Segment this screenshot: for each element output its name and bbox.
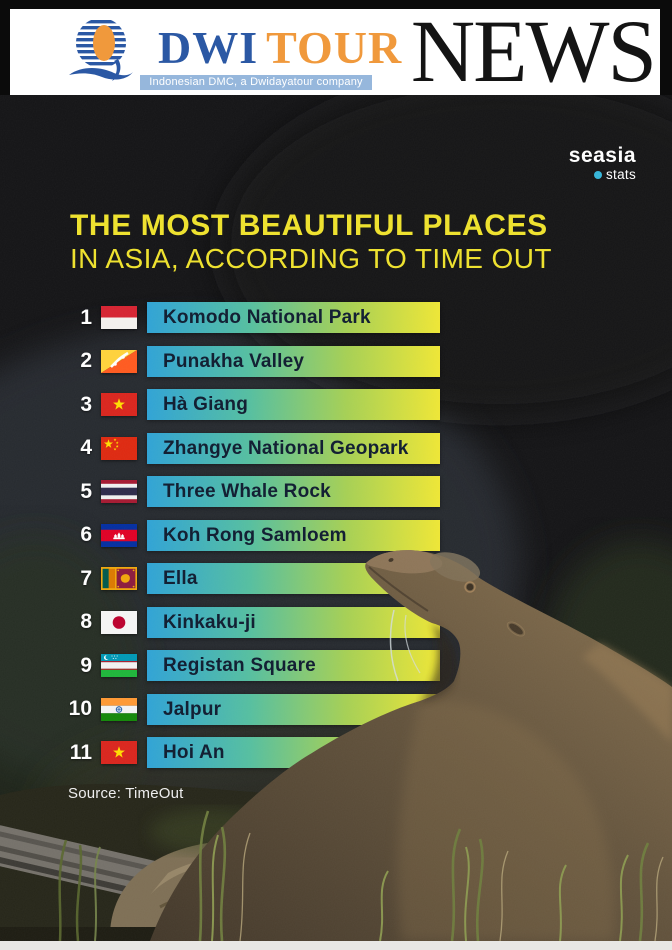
brand-name-dwi: DWI — [158, 22, 259, 73]
ranking-row: 3 Hà Giang — [59, 389, 440, 420]
place-name: Three Whale Rock — [163, 481, 331, 502]
place-name: Hoi An — [163, 742, 225, 763]
rank-number: 11 — [69, 740, 92, 764]
ranking-row: 6 Koh Rong Samloem — [59, 519, 440, 551]
vietnam-flag-icon — [101, 741, 137, 764]
ranking-row: 8 Kinkaku-ji — [59, 606, 440, 638]
rank-number: 8 — [80, 610, 92, 633]
brand-name-tour: TOUR — [266, 22, 403, 73]
india-flag-icon — [101, 697, 137, 721]
place-name: Hà Giang — [163, 394, 249, 415]
rank-bar: Registan Square — [147, 650, 440, 681]
ranking-row: 1 Komodo National Park — [59, 302, 440, 333]
rank-number: 3 — [80, 392, 92, 416]
rank-number: 2 — [80, 349, 92, 372]
rank-bar: Kinkaku-ji — [147, 606, 440, 638]
rank-bar: Koh Rong Samloem — [147, 519, 440, 551]
infographic-title: THE MOST BEAUTIFUL PLACES IN ASIA, ACCOR… — [70, 209, 552, 275]
ranking-row: 11 Hoi An — [59, 737, 440, 768]
bhutan-flag-icon — [101, 349, 137, 373]
place-name: Zhangye National Geopark — [163, 437, 409, 459]
title-line-2: IN ASIA, ACCORDING TO TIME OUT — [70, 243, 552, 274]
cyan-dot-icon — [593, 170, 602, 179]
ranking-list: 1 Komodo National Park 2 Punakha Valley … — [59, 302, 440, 781]
ranking-row: 2 Punakha Valley — [59, 345, 440, 377]
rank-bar: Zhangye National Geopark — [147, 432, 440, 464]
seasia-wordmark: seasia — [568, 144, 636, 167]
brand-tagline: Indonesian DMC, a Dwidayatour company — [140, 75, 372, 90]
cambodia-flag-icon — [101, 523, 137, 547]
rank-number: 5 — [80, 479, 92, 503]
rank-number: 10 — [68, 697, 92, 720]
dwi-tour-globe-swoosh-logo — [68, 15, 134, 94]
place-name: Kinkaku-ji — [163, 611, 256, 633]
seasia-stats-line: stats — [569, 167, 636, 182]
place-name: Komodo National Park — [163, 307, 371, 328]
place-name: Punakha Valley — [163, 350, 305, 372]
seasia-stats-label: stats — [605, 167, 636, 182]
rank-number: 1 — [80, 305, 92, 329]
source-credit: Source: TimeOut — [68, 785, 184, 802]
rank-number: 9 — [80, 653, 92, 677]
page-bottom-strip — [0, 941, 672, 950]
china-flag-icon — [101, 436, 137, 460]
vietnam-flag-icon — [101, 393, 137, 416]
rank-number: 7 — [80, 566, 92, 590]
rank-bar: Ella — [147, 563, 440, 594]
komodo-infographic-photo: seasia stats THE MOST BEAUTIFUL PLACES I… — [0, 95, 672, 941]
rank-bar: Jalpur — [147, 693, 440, 725]
sri-lanka-flag-icon — [101, 567, 137, 590]
rank-bar: Three Whale Rock — [147, 476, 440, 507]
place-name: Ella — [163, 568, 198, 589]
rank-bar: Punakha Valley — [147, 345, 440, 377]
newsletter-header: DWI TOUR Indonesian DMC, a Dwidayatour co… — [10, 3, 660, 101]
ranking-row: 9 Registan Square — [59, 650, 440, 681]
rank-number: 6 — [80, 523, 92, 546]
dwi-tour-brand: DWI TOUR Indonesian DMC, a Dwidayatour co… — [10, 9, 401, 95]
place-name: Jalpur — [163, 698, 222, 720]
place-name: Koh Rong Samloem — [163, 524, 347, 546]
japan-flag-icon — [101, 610, 137, 634]
news-masthead: NEWS — [410, 3, 657, 101]
rank-number: 4 — [80, 436, 92, 459]
ranking-row: 7 Ella — [59, 563, 440, 594]
uzbekistan-flag-icon — [101, 654, 137, 677]
rank-bar: Komodo National Park — [147, 302, 440, 333]
place-name: Registan Square — [163, 655, 316, 676]
rank-bar: Hà Giang — [147, 389, 440, 420]
ranking-row: 10 Jalpur — [59, 693, 440, 725]
rank-bar: Hoi An — [147, 737, 440, 768]
ranking-row: 5 Three Whale Rock — [59, 476, 440, 507]
title-line-1: THE MOST BEAUTIFUL PLACES — [70, 209, 548, 242]
brand-name: DWI TOUR — [158, 21, 402, 74]
thailand-flag-icon — [101, 480, 137, 503]
ranking-row: 4 Zhangye National Geopark — [59, 432, 440, 464]
seasia-stats-badge: seasia stats — [568, 144, 636, 183]
indonesia-flag-icon — [101, 306, 137, 329]
